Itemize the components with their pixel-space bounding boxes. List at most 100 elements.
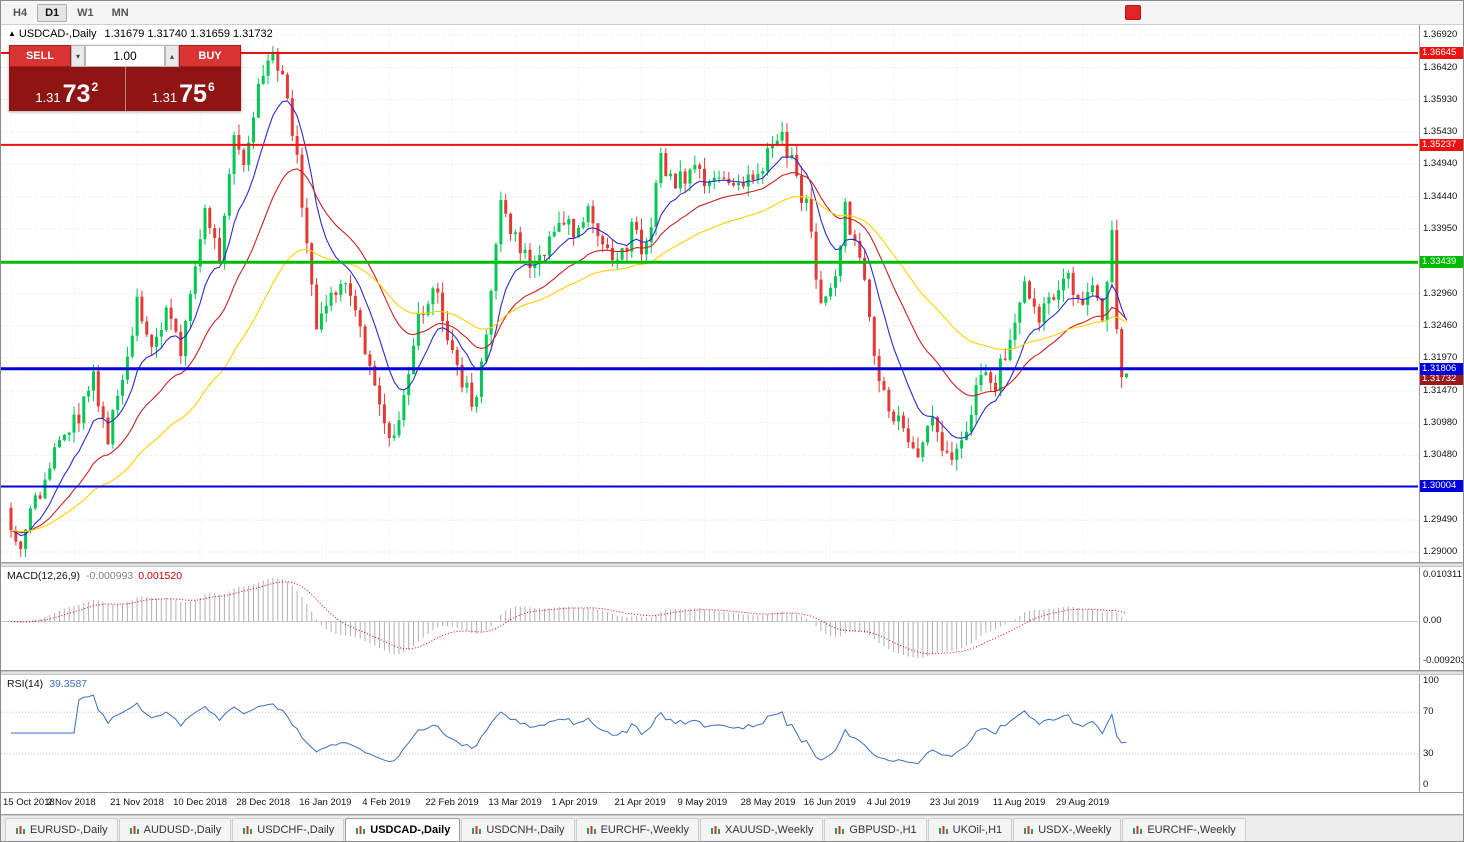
date-label: 1 Apr 2019 — [551, 797, 598, 808]
timeframe-buttons: H4 D1 W1 MN — [4, 3, 138, 22]
chart-tab-bar: EURUSD-,Daily AUDUSD-,Daily USDCHF-,Daily U… — [1, 815, 1463, 841]
mini-chart-icon — [472, 825, 482, 834]
chart-tab-label: USDCNH-,Daily — [486, 824, 565, 836]
date-label: 10 Dec 2018 — [173, 797, 228, 808]
rsi-axis[interactable]: 100 70 30 0 — [1419, 675, 1463, 792]
chart-tab-label: EURCHF-,Weekly — [600, 824, 689, 836]
current-price-label: 1.31732 — [1420, 372, 1463, 385]
sell-price-big: 73 — [62, 79, 91, 108]
price-tick: 1.29490 — [1423, 514, 1458, 525]
timeframe-button-w1[interactable]: W1 — [77, 6, 94, 19]
sell-price-prefix: 1.31 — [35, 89, 61, 105]
chart-tab-label: USDCHF-,Daily — [257, 824, 335, 836]
buy-button[interactable]: BUY — [179, 45, 241, 67]
sell-price[interactable]: 1.31 73 2 — [9, 67, 126, 111]
hline-price-label: 1.36645 — [1420, 46, 1463, 59]
alert-icon[interactable] — [1125, 5, 1141, 20]
chart-tab-label: UKOil-,H1 — [952, 824, 1003, 836]
chart-tab-label: EURUSD-,Daily — [30, 824, 108, 836]
sell-price-pip: 2 — [91, 80, 99, 94]
panel-splitter[interactable] — [1, 671, 1463, 675]
date-axis[interactable]: 15 Oct 2018 2 Nov 2018 21 Nov 2018 10 Dec 2… — [1, 793, 1463, 815]
date-label: 11 Aug 2019 — [992, 797, 1046, 808]
macd-label: MACD(12,26,9) — [7, 570, 80, 582]
rsi-axis-tick: 100 — [1423, 675, 1439, 686]
buy-price-prefix: 1.31 — [151, 89, 178, 105]
chart-tab-eurusd-daily[interactable]: EURUSD-,Daily — [5, 818, 118, 841]
volume-decrease-icon[interactable]: ▾ — [71, 45, 85, 67]
price-tick: 1.31470 — [1423, 384, 1458, 396]
collapse-icon[interactable]: ▲ — [8, 29, 16, 38]
rsi-axis-tick: 30 — [1423, 747, 1434, 759]
chart-tab-label: XAUUSD-,Weekly — [724, 824, 814, 836]
price-tick: 1.35930 — [1423, 93, 1458, 105]
candlestick-plot[interactable] — [1, 25, 1418, 563]
volume-input[interactable]: 1.00 — [85, 45, 165, 67]
chart-tab-label: USDCAD-,Daily — [370, 824, 451, 836]
timeframe-button-h4[interactable]: H4 — [13, 6, 28, 19]
chart-tab-gbpusd-h1[interactable]: GBPUSD-,H1 — [824, 818, 927, 841]
rsi-axis-tick: 70 — [1423, 706, 1434, 718]
price-tick: 1.32460 — [1423, 320, 1458, 332]
price-tick: 1.33950 — [1423, 222, 1458, 234]
chart-title: ▲ USDCAD-,Daily 1.31679 1.31740 1.31659 1.… — [8, 28, 273, 40]
rsi-plot[interactable] — [1, 675, 1418, 793]
date-label: 13 Mar 2019 — [488, 797, 542, 808]
macd-axis-zero: 0.00 — [1423, 615, 1442, 627]
chart-tab-eurchf-weekly[interactable]: EURCHF-,Weekly — [1122, 818, 1246, 841]
date-label: 16 Jun 2019 — [803, 797, 856, 808]
price-axis[interactable]: 1.36920 1.36420 1.35930 1.35430 1.34940 1.344… — [1419, 25, 1463, 562]
price-tick: 1.32960 — [1423, 287, 1458, 299]
price-tick: 1.34940 — [1423, 158, 1458, 170]
timeframe-button-mn[interactable]: MN — [111, 6, 129, 19]
hline-price-label: 1.31806 — [1420, 362, 1463, 375]
chart-tab-label: GBPUSD-,H1 — [849, 824, 917, 836]
macd-axis[interactable]: 0.010311 0.00 -0.0092030 — [1419, 567, 1463, 670]
date-label: 22 Feb 2019 — [425, 797, 479, 808]
macd-panel: MACD(12,26,9) -0.000993 0.001520 0.010311 0… — [1, 567, 1463, 671]
mini-chart-icon — [835, 825, 845, 834]
date-label: 21 Nov 2018 — [110, 797, 164, 808]
macd-main-value: -0.000993 — [85, 570, 134, 582]
chart-tab-usdcnh-daily[interactable]: USDCNH-,Daily — [461, 818, 575, 841]
macd-axis-max: 0.010311 — [1423, 569, 1462, 580]
price-tick: 1.36420 — [1423, 61, 1458, 73]
date-label: 28 Dec 2018 — [236, 797, 291, 808]
chart-tab-audusd-daily[interactable]: AUDUSD-,Daily — [118, 818, 232, 841]
macd-signal-value: 0.001520 — [138, 570, 183, 582]
chart-tab-ukoil-h1[interactable]: UKOil-,H1 — [927, 818, 1013, 841]
date-label: 2 Nov 2018 — [47, 797, 96, 808]
date-label: 21 Apr 2019 — [614, 797, 666, 808]
panel-splitter[interactable] — [1, 563, 1463, 567]
chart-tab-usdx-weekly[interactable]: USDX-,Weekly — [1013, 818, 1122, 841]
macd-plot[interactable] — [1, 567, 1418, 671]
date-label: 4 Feb 2019 — [362, 797, 411, 808]
sell-button[interactable]: SELL — [9, 45, 71, 67]
rsi-axis-tick: 0 — [1423, 779, 1429, 790]
price-tick: 1.29000 — [1423, 546, 1458, 557]
chart-tab-usdchf-daily[interactable]: USDCHF-,Daily — [232, 818, 345, 841]
volume-increase-icon[interactable]: ▴ — [165, 45, 179, 67]
chart-tab-xauusd-weekly[interactable]: XAUUSD-,Weekly — [699, 818, 824, 841]
rsi-label: RSI(14) — [7, 678, 44, 690]
chart-tab-usdcad-daily[interactable]: USDCAD-,Daily — [345, 818, 461, 841]
mini-chart-icon — [938, 825, 948, 834]
timeframe-toolbar: H4 D1 W1 MN — [1, 1, 1463, 25]
date-label: 16 Jan 2019 — [299, 797, 352, 808]
date-label: 29 Aug 2019 — [1055, 797, 1110, 808]
chart-symbol: USDCAD-,Daily — [18, 28, 97, 40]
chart-tab-label: EURCHF-,Weekly — [1147, 824, 1236, 836]
hline-price-label: 1.33439 — [1420, 256, 1463, 269]
chart-tab-eurchf-weekly[interactable]: EURCHF-,Weekly — [575, 818, 699, 841]
one-click-trading-panel: SELL ▾ 1.00 ▴ BUY 1.31 73 2 1.31 75 6 — [9, 45, 241, 111]
timeframe-button-d1[interactable]: D1 — [37, 3, 68, 22]
date-label: 15 Oct 2018 — [3, 797, 55, 808]
mini-chart-icon — [1133, 825, 1143, 834]
macd-axis-min: -0.0092030 — [1423, 655, 1463, 666]
buy-price[interactable]: 1.31 75 6 — [126, 67, 242, 111]
rsi-title: RSI(14) 39.3587 — [7, 678, 87, 690]
price-tick: 1.34440 — [1423, 190, 1458, 202]
date-label: 9 May 2019 — [677, 797, 728, 808]
hline-price-label: 1.30004 — [1420, 480, 1463, 493]
date-label: 28 May 2019 — [740, 797, 796, 808]
